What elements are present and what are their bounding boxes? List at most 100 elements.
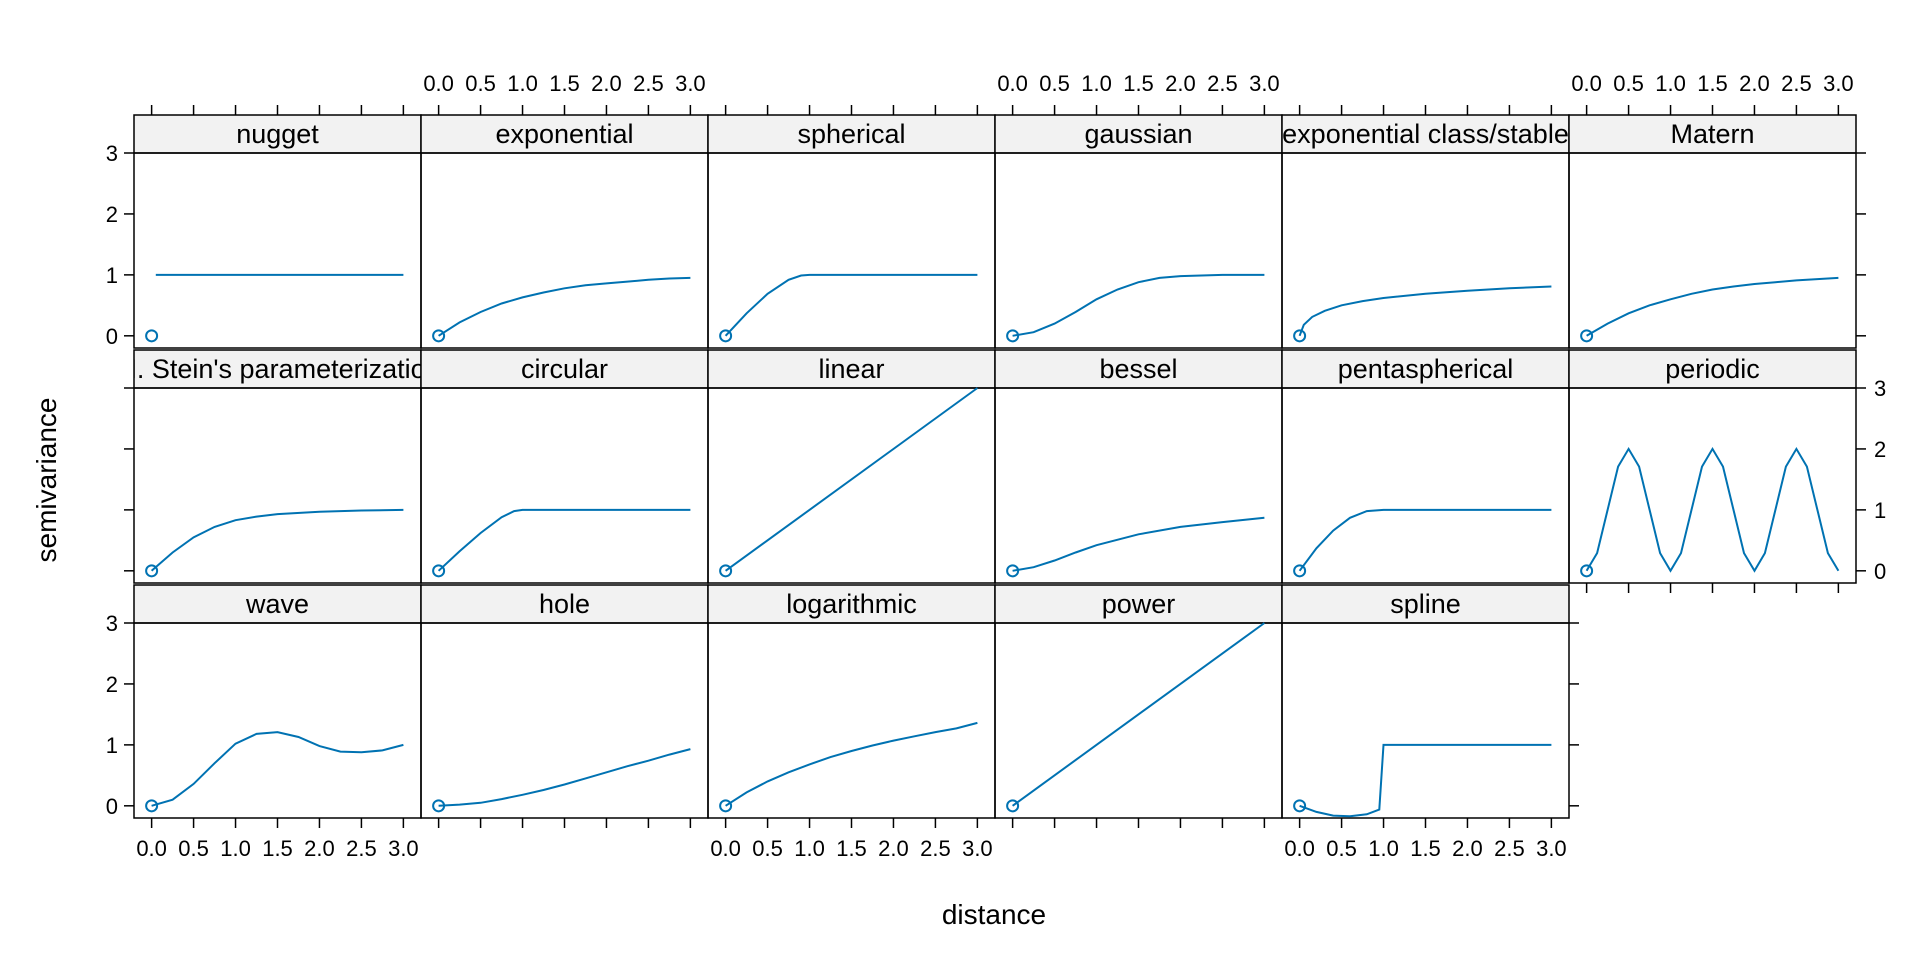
y-tick-label: 2	[106, 672, 118, 697]
x-tick-label: 0.5	[1326, 836, 1357, 861]
x-axis-title: distance	[942, 899, 1046, 930]
y-tick-label: 0	[106, 324, 118, 349]
x-tick-label: 1.5	[549, 71, 580, 96]
data-point	[1006, 799, 1020, 813]
x-tick-label: 2.5	[920, 836, 951, 861]
x-tick-label: 1.0	[794, 836, 825, 861]
variogram-line	[725, 387, 978, 572]
panel-title: spherical	[797, 119, 905, 149]
variogram-line	[724, 273, 978, 337]
x-tick-label: 1.5	[262, 836, 293, 861]
y-tick-label: 0	[106, 794, 118, 819]
panel-frame	[1281, 622, 1570, 819]
panel-pentaspherical: pentaspherical	[1281, 349, 1570, 584]
variogram-line	[151, 731, 404, 807]
panel-grid: nugget exponential spherical gaussian expone…	[106, 71, 1887, 861]
panel-title: M. Stein's parameterization	[114, 354, 440, 384]
x-tick-label: 2.0	[1452, 836, 1483, 861]
panel-periodic: periodic	[1568, 349, 1857, 584]
panel-circular: circular	[420, 349, 709, 584]
panel-strip	[420, 584, 709, 624]
panel-bessel: bessel	[994, 349, 1283, 584]
panel-frame	[1568, 387, 1857, 584]
y-tick-label: 3	[106, 141, 118, 166]
x-tick-label: 2.5	[1781, 71, 1812, 96]
panel-exponential-class-stable: exponential class/stable	[1281, 114, 1570, 349]
panel-strip	[707, 114, 996, 154]
panel-title: spline	[1390, 589, 1461, 619]
panel-strip	[1281, 584, 1570, 624]
x-tick-label: 0.0	[1571, 71, 1602, 96]
x-tick-label: 3.0	[1536, 836, 1567, 861]
panel-strip	[707, 349, 996, 389]
x-tick-label: 1.5	[1697, 71, 1728, 96]
x-tick-label: 1.5	[1123, 71, 1154, 96]
data-point	[719, 799, 733, 813]
panel-title: logarithmic	[786, 589, 917, 619]
variogram-line	[1299, 743, 1552, 818]
data-point	[1293, 329, 1307, 343]
y-tick-label: 1	[106, 733, 118, 758]
axes: 0.0 0.5 1.0 1.5 2.0 2.5 3.0 0.0 0.5 1.0 1.5 2.0 2.5 3…	[106, 71, 1887, 861]
x-tick-label: 3.0	[962, 836, 993, 861]
x-tick-label: 0.5	[752, 836, 783, 861]
panel-frame	[133, 622, 422, 819]
panel-title: exponential class/stable	[1282, 119, 1569, 149]
data-point	[1580, 329, 1594, 343]
panel-title: hole	[539, 589, 590, 619]
panel-exponential: exponential	[420, 114, 709, 349]
variogram-line	[150, 508, 404, 572]
panel-frame	[133, 387, 422, 584]
panel-strip	[994, 349, 1283, 389]
y-tick-label: 1	[1874, 498, 1886, 523]
panel-strip	[1281, 349, 1570, 389]
panel-matern: Matern	[1568, 114, 1857, 349]
variogram-line	[1012, 622, 1265, 807]
x-tick-label: 0.5	[465, 71, 496, 96]
panel-title: pentaspherical	[1338, 354, 1514, 384]
data-point	[145, 799, 159, 813]
panel-strip	[133, 584, 422, 624]
panel-frame	[420, 152, 709, 349]
data-point	[432, 329, 446, 343]
y-tick-label: 2	[106, 202, 118, 227]
x-tick-label: 2.5	[346, 836, 377, 861]
panel-frame	[994, 152, 1283, 349]
panel-title: bessel	[1099, 354, 1177, 384]
data-point	[1293, 799, 1307, 813]
panel-frame	[1281, 152, 1570, 349]
x-tick-label: 0.5	[1613, 71, 1644, 96]
x-tick-label: 0.5	[178, 836, 209, 861]
panel-spherical: spherical	[707, 114, 996, 349]
panel-gaussian: gaussian	[994, 114, 1283, 349]
panel-strip	[420, 349, 709, 389]
y-tick-label: 3	[1874, 376, 1886, 401]
x-tick-label: 2.0	[1165, 71, 1196, 96]
panel-power: power	[994, 584, 1283, 819]
x-tick-label: 2.0	[591, 71, 622, 96]
y-tick-label: 0	[1874, 559, 1886, 584]
x-tick-label: 1.0	[507, 71, 538, 96]
data-point	[145, 564, 159, 578]
variogram-line	[438, 748, 691, 807]
panel-strip	[133, 114, 422, 154]
panel-frame	[994, 622, 1283, 819]
x-tick-label: 0.0	[423, 71, 454, 96]
variogram-line	[437, 508, 691, 572]
panel-linear: linear	[707, 349, 996, 584]
panel-strip	[707, 584, 996, 624]
data-point	[1293, 564, 1307, 578]
x-tick-label: 1.0	[1081, 71, 1112, 96]
data-point	[719, 329, 733, 343]
variogram-line	[725, 721, 978, 807]
x-tick-label: 0.0	[1284, 836, 1315, 861]
panel-frame	[707, 152, 996, 349]
y-tick-label: 3	[106, 611, 118, 636]
panel-frame	[133, 152, 422, 349]
y-tick-label: 2	[1874, 437, 1886, 462]
variogram-line	[1585, 446, 1840, 573]
x-tick-label: 2.5	[633, 71, 664, 96]
panel-frame	[707, 387, 996, 584]
x-tick-label: 2.0	[878, 836, 909, 861]
variogram-line	[1012, 273, 1265, 337]
